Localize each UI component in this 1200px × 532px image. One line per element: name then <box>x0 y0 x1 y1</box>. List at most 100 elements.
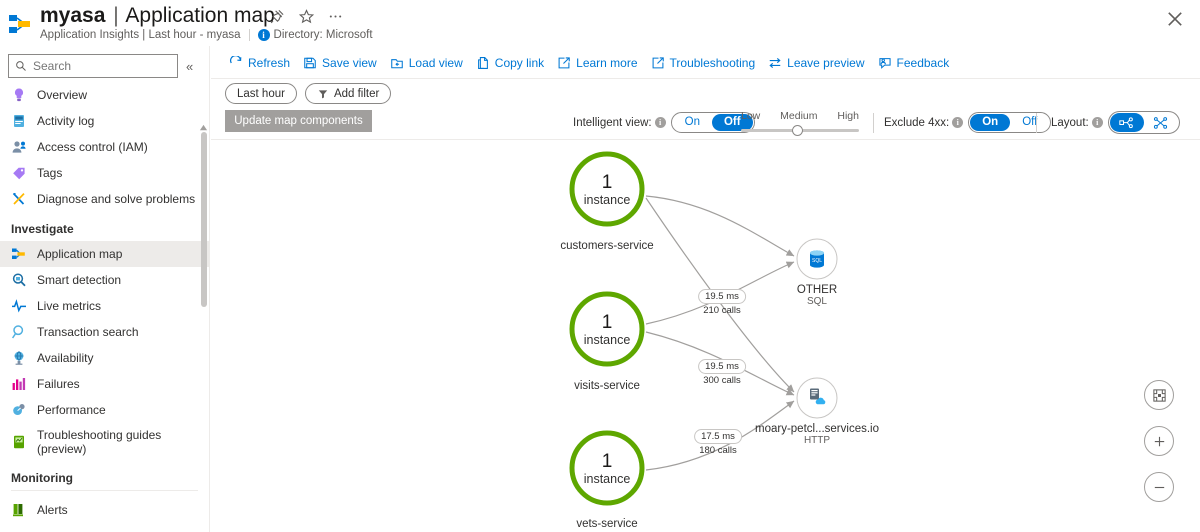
sidebar-item-tags[interactable]: Tags <box>0 160 209 186</box>
ellipsis-icon[interactable] <box>328 9 343 24</box>
sidebar-item-alerts[interactable]: Alerts <box>0 497 209 523</box>
node-customers-service: 1 instance <box>569 151 645 227</box>
troubleshooting-guides-icon <box>11 434 27 450</box>
sidebar-item-activity-log[interactable]: Activity log <box>0 108 209 134</box>
sensitivity-thumb[interactable] <box>792 125 803 136</box>
sidebar-group-investigate: Investigate <box>11 222 74 236</box>
sidebar-item-label: Transaction search <box>37 325 139 339</box>
search-box[interactable] <box>8 54 178 78</box>
edge-duration: 19.5 ms <box>698 289 746 304</box>
application-map-canvas[interactable]: 1 instance 1 instance 1 instance <box>211 140 1200 532</box>
layout-label-wrap: Layout: i <box>1051 117 1103 129</box>
intelligent-view-toggle[interactable]: On Off <box>670 112 755 133</box>
swap-icon <box>769 58 781 68</box>
sidebar-item-failures[interactable]: Failures <box>0 371 209 397</box>
exclude-4xx-toggle[interactable]: On Off <box>968 112 1052 133</box>
sidebar-item-label: Diagnose and solve problems <box>37 192 196 206</box>
search-input[interactable] <box>31 58 171 74</box>
sidebar-item-label: Overview <box>37 88 88 102</box>
exclude-4xx-info-icon[interactable]: i <box>952 117 964 128</box>
smart-detection-icon <box>11 272 27 288</box>
sql-database-icon: SQL <box>810 250 824 268</box>
scroll-up-arrow-icon[interactable] <box>199 120 208 131</box>
sidebar-item-label: Live metrics <box>37 299 102 313</box>
sensitivity-high-label: High <box>837 110 859 122</box>
instance-unit: instance <box>584 472 631 486</box>
edge-label-vets-to-http[interactable]: 17.5 ms 180 calls <box>694 426 742 456</box>
sidebar-group-monitoring: Monitoring <box>11 471 73 485</box>
transaction-search-icon <box>11 324 27 340</box>
exclude-4xx-label: Exclude 4xx: <box>884 116 950 129</box>
edge-label-visits-to-http[interactable]: 19.5 ms 300 calls <box>698 356 746 386</box>
leave-preview-button[interactable]: Leave preview <box>764 52 873 74</box>
load-icon <box>390 59 403 69</box>
refresh-button[interactable]: Refresh <box>225 52 299 74</box>
hierarchical-layout-icon[interactable] <box>1109 113 1144 132</box>
command-label: Load view <box>408 56 463 70</box>
sidebar-item-application-map[interactable]: Application map <box>0 241 209 267</box>
intelligent-view-off-option[interactable]: Off <box>711 114 753 131</box>
node-name: moary-petcl...services.io <box>755 423 879 435</box>
sidebar-item-smart-detection[interactable]: Smart detection <box>0 267 209 293</box>
sidebar-item-transaction-search[interactable]: Transaction search <box>0 319 209 345</box>
feedback-button[interactable]: Feedback <box>874 52 959 74</box>
sidebar-item-access-control[interactable]: Access control (IAM) <box>0 134 209 160</box>
intelligent-view-info-icon[interactable]: i <box>654 117 666 128</box>
troubleshooting-button[interactable]: Troubleshooting <box>647 52 765 74</box>
node-moary-http <box>796 377 838 419</box>
intelligent-view-group: Intelligent view: i On Off <box>573 112 755 133</box>
sidebar-item-performance[interactable]: Performance <box>0 397 209 423</box>
load-view-button[interactable]: Load view <box>386 52 472 74</box>
update-map-components-button[interactable]: Update map components <box>225 110 372 132</box>
sidebar-item-label: Smart detection <box>37 273 122 287</box>
time-range-pill[interactable]: Last hour <box>225 83 297 104</box>
sidebar-item-live-metrics[interactable]: Live metrics <box>0 293 209 319</box>
sidebar-item-label: Availability <box>37 351 94 365</box>
subtitle-text: Application Insights | Last hour - myasa <box>40 29 241 41</box>
save-view-button[interactable]: Save view <box>299 52 386 74</box>
layout-label: Layout: <box>1051 116 1089 129</box>
node-vets-service: 1 instance <box>569 430 645 506</box>
collapse-sidebar-button[interactable]: « <box>186 58 194 74</box>
star-icon[interactable] <box>298 9 315 24</box>
exclude-4xx-on-option[interactable]: On <box>970 114 1011 131</box>
close-icon[interactable] <box>1164 8 1186 30</box>
sidebar-scrollbar-thumb[interactable] <box>201 132 207 307</box>
page-title: myasa | Application map <box>40 3 275 29</box>
zoom-in-control[interactable] <box>1144 426 1174 456</box>
layout-toggle[interactable] <box>1107 111 1180 134</box>
sidebar-item-troubleshooting-guides[interactable]: Troubleshooting guides (preview) <box>0 423 209 461</box>
sidebar-item-overview[interactable]: Overview <box>0 82 209 108</box>
application-map-graph: 1 instance 1 instance 1 instance <box>569 151 838 506</box>
tags-icon <box>11 165 27 181</box>
instance-count: 1 <box>602 172 613 193</box>
sensitivity-slider[interactable]: Low Medium High <box>741 110 859 136</box>
intelligent-view-on-option[interactable]: On <box>684 116 700 128</box>
directory-info: i Directory: Microsoft <box>257 29 373 41</box>
external-link-icon <box>652 57 664 69</box>
edge-label-customers-to-sql[interactable]: 19.5 ms 210 calls <box>698 286 746 316</box>
copy-link-button[interactable]: Copy link <box>472 52 553 74</box>
sidebar-item-diagnose[interactable]: Diagnose and solve problems <box>0 186 209 212</box>
pin-icon[interactable] <box>270 9 285 24</box>
sidebar-item-availability[interactable]: Availability <box>0 345 209 371</box>
fit-to-view-control[interactable] <box>1144 380 1174 410</box>
force-layout-icon[interactable] <box>1144 113 1178 132</box>
layout-info-icon[interactable]: i <box>1091 117 1103 128</box>
add-filter-button[interactable]: Add filter <box>304 83 392 104</box>
sidebar-item-label: Failures <box>37 377 80 391</box>
map-zoom-controls <box>1144 380 1174 502</box>
node-label-visits-service: visits-service <box>574 380 640 392</box>
learn-more-button[interactable]: Learn more <box>553 52 646 74</box>
search-icon <box>16 61 26 71</box>
zoom-out-control[interactable] <box>1144 472 1174 502</box>
sidebar-item-label: Alerts <box>37 503 68 517</box>
node-type: SQL <box>806 296 827 307</box>
command-bar: Refresh Save view Load view Copy link Le… <box>211 48 1200 78</box>
exclude-4xx-off-option[interactable]: Off <box>1022 116 1038 128</box>
sidebar-item-label: Performance <box>37 403 106 417</box>
resource-name: myasa <box>40 4 106 27</box>
edge-duration: 19.5 ms <box>698 359 746 374</box>
command-label: Feedback <box>896 56 950 70</box>
